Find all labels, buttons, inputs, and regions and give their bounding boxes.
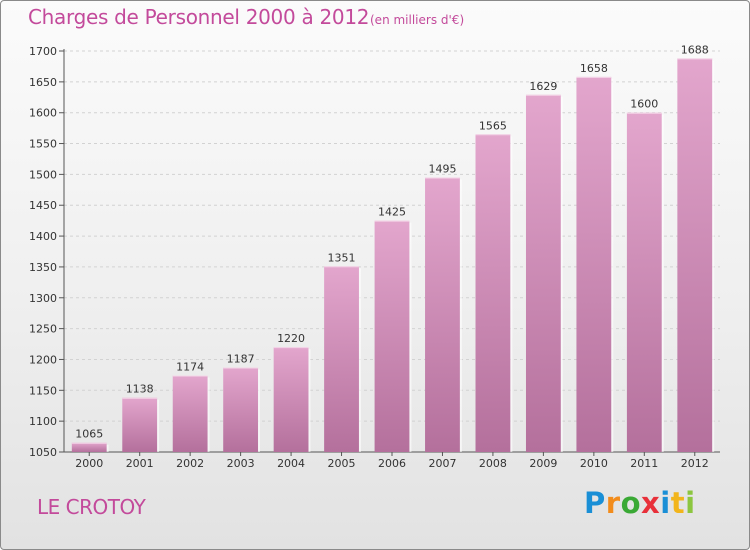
bar bbox=[324, 266, 359, 452]
bar bbox=[475, 134, 511, 453]
x-tick-label: 2008 bbox=[479, 457, 507, 470]
bar bbox=[223, 367, 259, 452]
data-label: 1565 bbox=[479, 119, 507, 132]
y-tick-label: 1400 bbox=[29, 230, 57, 243]
y-tick-label: 1650 bbox=[29, 76, 57, 89]
data-label: 1138 bbox=[126, 383, 154, 396]
x-tick-label: 2001 bbox=[126, 457, 154, 470]
y-tick-label: 1700 bbox=[29, 45, 57, 58]
data-label: 1425 bbox=[378, 206, 406, 219]
data-label: 1658 bbox=[580, 62, 608, 75]
y-tick-label: 1450 bbox=[29, 199, 57, 212]
chart-subtitle: (en milliers d'€) bbox=[370, 13, 465, 27]
y-tick-label: 1300 bbox=[29, 292, 57, 305]
bar bbox=[172, 375, 208, 452]
x-tick-label: 2005 bbox=[328, 457, 356, 470]
bar bbox=[425, 177, 460, 452]
data-label: 1220 bbox=[277, 332, 305, 345]
x-tick-label: 2010 bbox=[580, 457, 608, 470]
y-tick-label: 1100 bbox=[29, 415, 57, 428]
x-tick-label: 2011 bbox=[630, 457, 658, 470]
chart-title: Charges de Personnel 2000 à 2012 bbox=[28, 5, 370, 29]
x-tick-label: 2003 bbox=[227, 457, 255, 470]
bar bbox=[122, 397, 158, 452]
bar bbox=[677, 58, 713, 452]
bar bbox=[525, 94, 561, 452]
data-label: 1174 bbox=[176, 361, 204, 374]
data-label: 1688 bbox=[681, 43, 709, 56]
logo-letter: i bbox=[660, 486, 671, 520]
y-tick-label: 1600 bbox=[29, 107, 57, 120]
x-tick-label: 2004 bbox=[277, 457, 305, 470]
data-label: 1495 bbox=[428, 162, 456, 175]
data-label: 1629 bbox=[529, 80, 557, 93]
x-tick-label: 2002 bbox=[176, 457, 204, 470]
town-name: LE CROTOY bbox=[37, 495, 146, 519]
logo-letter: r bbox=[605, 486, 621, 520]
data-label: 1351 bbox=[328, 251, 356, 264]
logo-letter: x bbox=[641, 486, 661, 520]
x-tick-label: 2009 bbox=[529, 457, 557, 470]
y-tick-label: 1050 bbox=[29, 446, 57, 459]
data-label: 1187 bbox=[227, 352, 255, 365]
y-tick-label: 1350 bbox=[29, 261, 57, 274]
bar bbox=[576, 76, 612, 452]
x-tick-label: 2000 bbox=[75, 457, 103, 470]
data-label: 1600 bbox=[630, 98, 658, 111]
y-tick-label: 1150 bbox=[29, 384, 57, 397]
proxiti-logo: Proxiti bbox=[584, 486, 696, 520]
labels: 1050 1100 1150 1200 1250 1300 1350 1400 1450 1500… bbox=[29, 43, 709, 470]
y-tick-label: 1250 bbox=[29, 323, 57, 336]
logo-letter: o bbox=[620, 486, 642, 520]
bar bbox=[71, 442, 107, 452]
bar bbox=[273, 347, 309, 452]
y-tick-label: 1200 bbox=[29, 353, 57, 366]
y-tick-label: 1500 bbox=[29, 168, 57, 181]
logo-letter: t bbox=[670, 486, 686, 520]
data-label: 1065 bbox=[75, 428, 103, 441]
x-tick-label: 2012 bbox=[681, 457, 709, 470]
logo-letter: P bbox=[584, 486, 606, 520]
logo-letter: i bbox=[685, 486, 696, 520]
y-tick-label: 1550 bbox=[29, 138, 57, 151]
bar bbox=[374, 220, 410, 452]
x-tick-label: 2007 bbox=[428, 457, 456, 470]
bar bbox=[626, 112, 662, 452]
x-tick-label: 2006 bbox=[378, 457, 406, 470]
bars bbox=[71, 58, 715, 453]
